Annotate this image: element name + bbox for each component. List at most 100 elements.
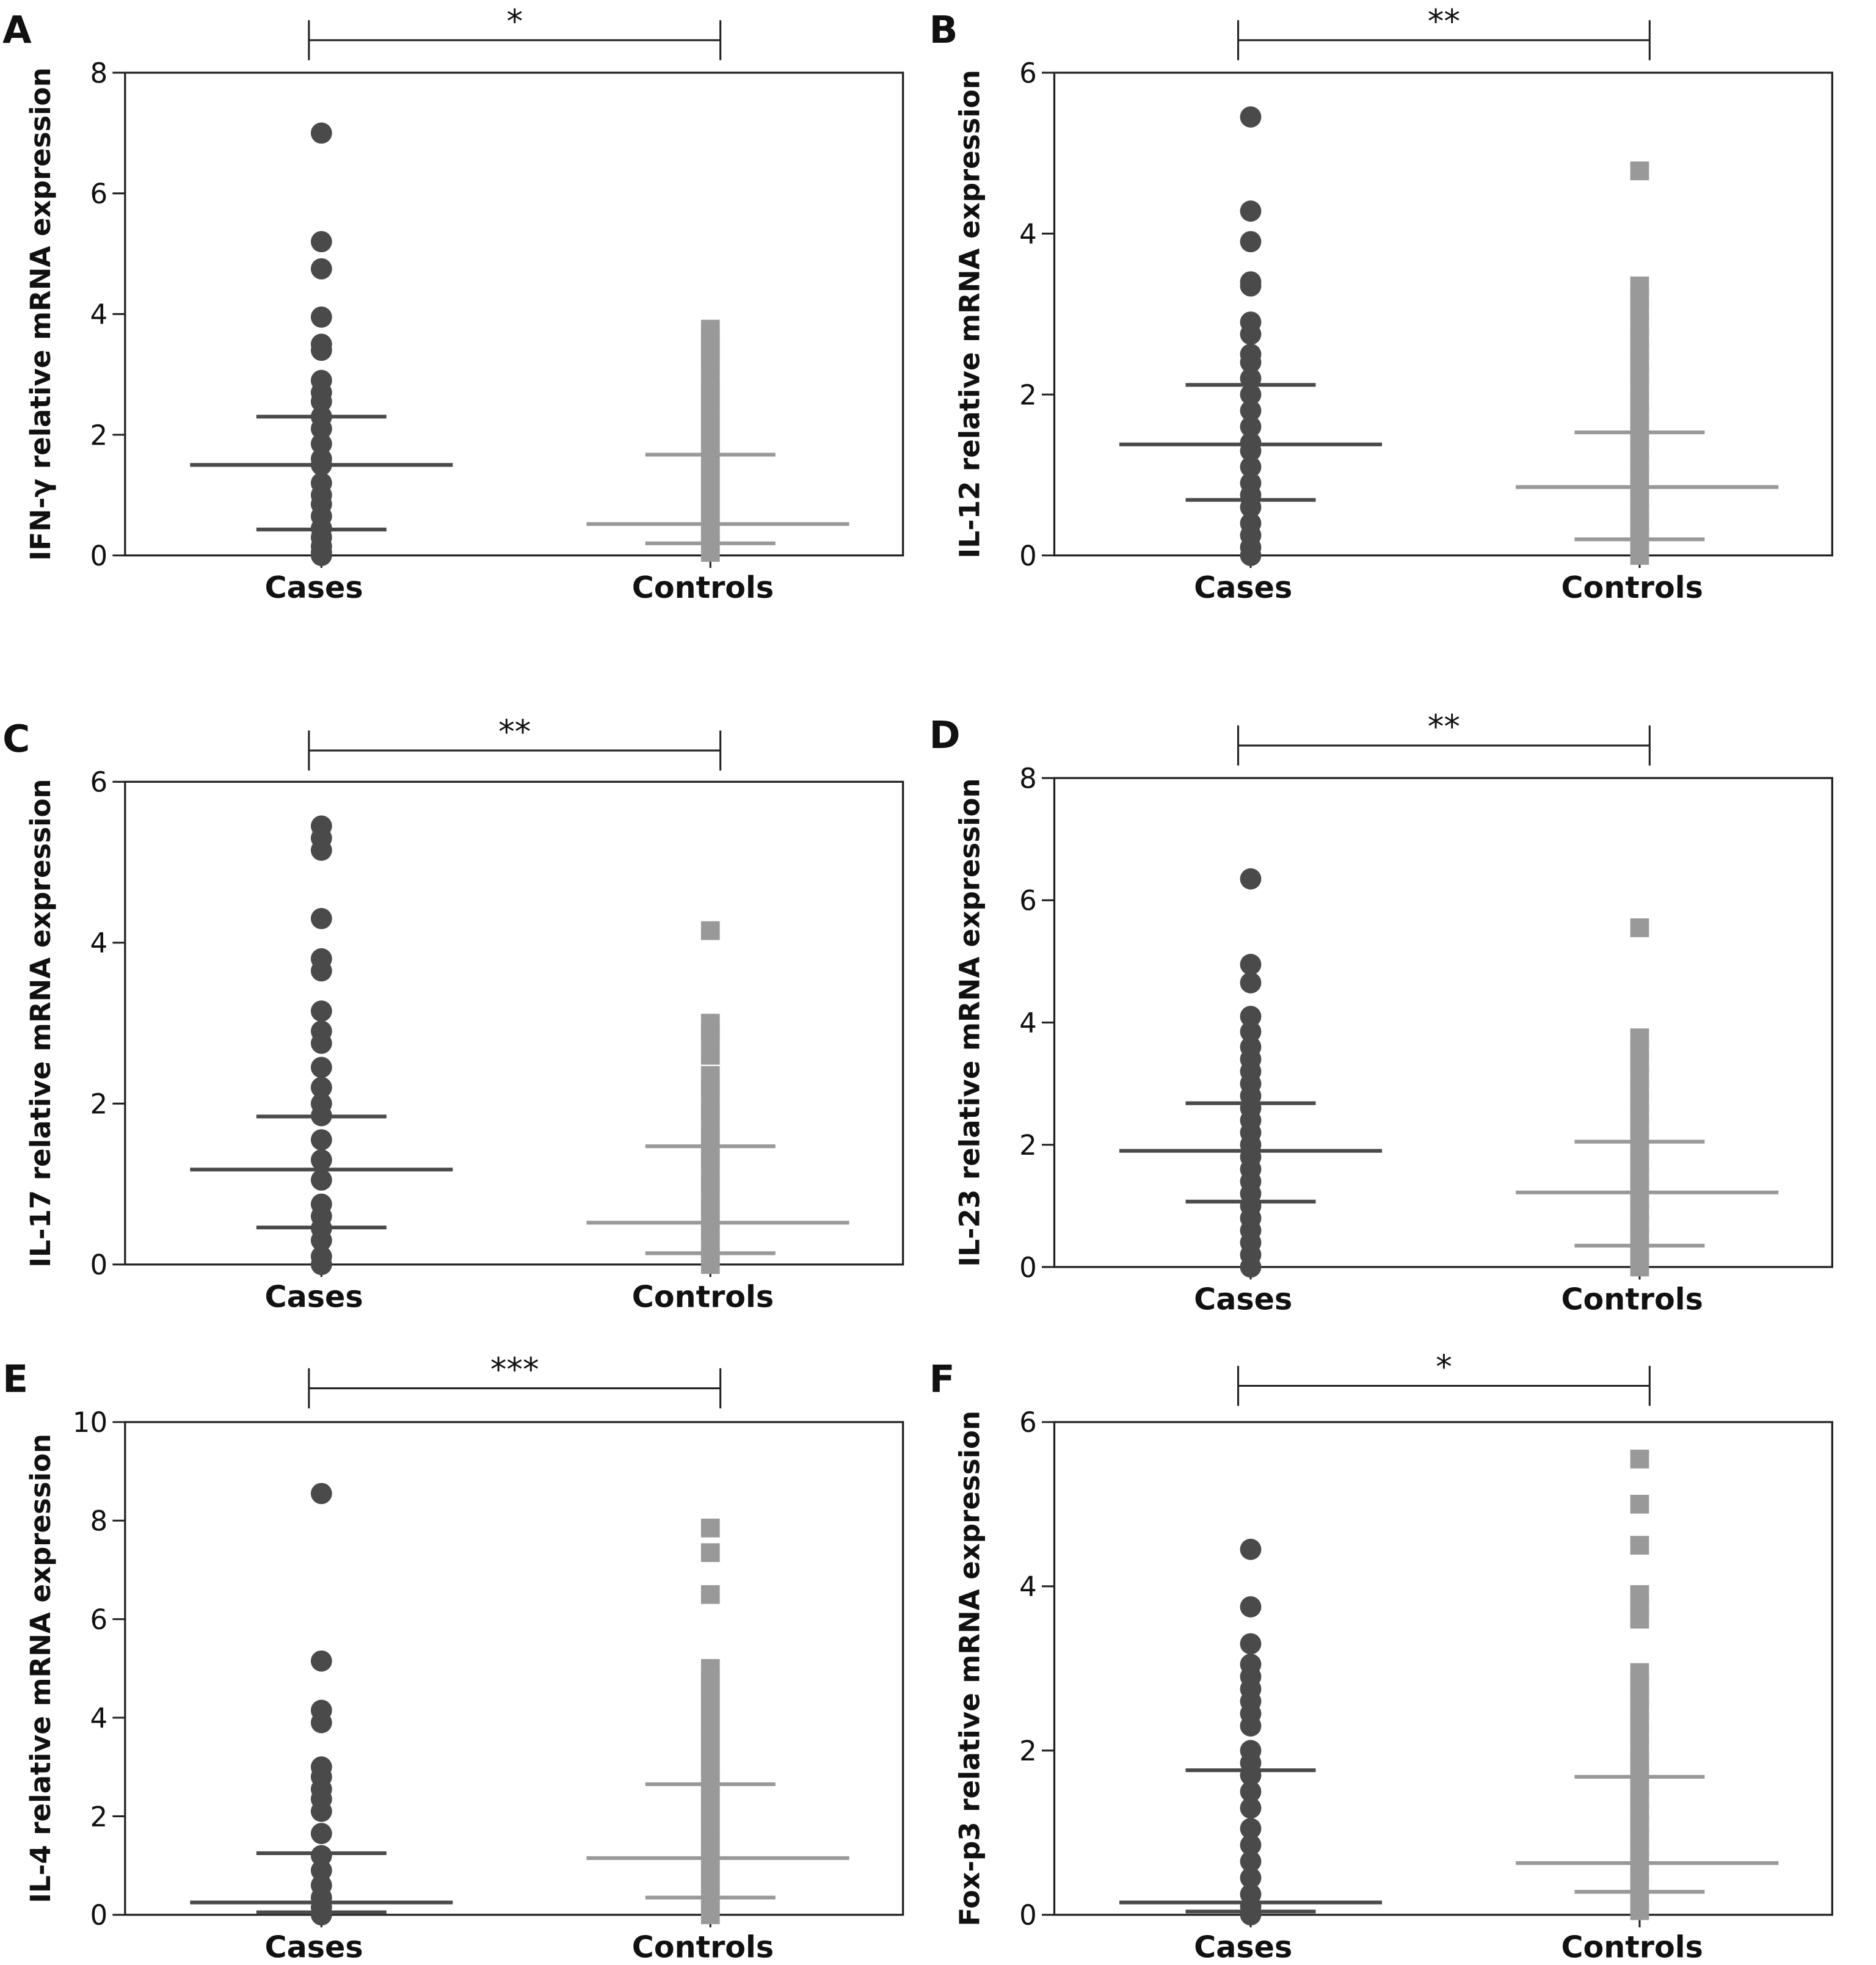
data-point	[310, 1904, 332, 1926]
data-point	[1240, 1538, 1262, 1560]
data-point	[1240, 1596, 1262, 1618]
data-point	[310, 907, 332, 929]
data-point	[1240, 1818, 1262, 1839]
significance-bracket	[1237, 725, 1651, 766]
y-tick-label: 6	[1019, 885, 1037, 917]
data-point	[310, 231, 332, 253]
data-point	[700, 1045, 720, 1065]
x-tick-label: Cases	[265, 1279, 363, 1314]
panel-label: C	[2, 717, 30, 761]
x-tick-label: Cases	[265, 1929, 363, 1964]
y-tick-label: 4	[90, 927, 107, 959]
y-tick-label: 8	[1019, 763, 1037, 795]
plot-frame	[1053, 1421, 1833, 1916]
data-point	[310, 1712, 332, 1734]
y-axis-label: IL-23 relative mRNA expression	[954, 778, 986, 1266]
data-point	[1240, 1797, 1262, 1819]
x-tick-label: Controls	[1561, 1929, 1703, 1964]
data-point	[1630, 161, 1649, 181]
panel-e: E 0 2 4 6 8 10 IL-4 relative mRNA expression Cas…	[2, 1351, 904, 1964]
panel-a: A 0 2 4 6 8 IFN-γ relative mRNA expression Case…	[2, 3, 904, 605]
y-tick-label: 0	[90, 1899, 107, 1931]
y-tick-label: 0	[1019, 540, 1037, 572]
panel-b: B 0 2 4 6 IL-12 relative mRNA expression Cases…	[929, 3, 1833, 605]
y-tick-label: 6	[90, 1604, 107, 1636]
series-cases	[190, 815, 453, 1276]
y-tick-label: 0	[90, 1249, 107, 1281]
data-point	[1630, 1257, 1649, 1277]
data-point	[310, 1650, 332, 1672]
data-point	[310, 1800, 332, 1822]
data-point	[1630, 1536, 1649, 1555]
data-point	[310, 1033, 332, 1054]
data-point	[700, 1518, 720, 1538]
y-axis-label: IL-12 relative mRNA expression	[954, 70, 986, 558]
series-controls	[1516, 918, 1779, 1277]
y-tick-label: 2	[1019, 1129, 1037, 1161]
data-point	[310, 1149, 332, 1171]
panel-label: F	[929, 1358, 955, 1401]
y-tick-label: 0	[1019, 1899, 1037, 1931]
data-point	[700, 1543, 720, 1563]
data-point	[310, 545, 332, 567]
data-point	[310, 1845, 332, 1867]
significance-bracket	[308, 20, 722, 60]
data-point	[1630, 377, 1649, 396]
series-controls	[586, 921, 849, 1274]
data-point	[310, 306, 332, 328]
y-tick-label: 2	[90, 1801, 107, 1833]
series-controls	[1516, 161, 1779, 565]
significance-stars: *	[1436, 1348, 1452, 1386]
y-axis-label: IFN-γ relative mRNA expression	[24, 67, 57, 561]
y-axis-label: IL-4 relative mRNA expression	[24, 1434, 57, 1903]
data-point	[310, 1129, 332, 1151]
x-tick-label: Cases	[1194, 1282, 1292, 1317]
data-point	[700, 921, 720, 940]
data-point	[700, 1905, 720, 1925]
significance-stars: **	[1428, 708, 1460, 746]
data-point	[1240, 383, 1262, 405]
data-point	[1240, 1781, 1262, 1803]
data-point	[700, 1585, 720, 1604]
y-tick-label: 4	[90, 1702, 107, 1734]
data-point	[1240, 868, 1262, 890]
x-tick-label: Controls	[1561, 1282, 1703, 1317]
y-tick-label: 2	[1019, 379, 1037, 411]
x-tick-label: Controls	[1561, 570, 1703, 605]
y-tick-label: 4	[90, 299, 107, 331]
data-point	[310, 1000, 332, 1022]
data-point	[310, 1254, 332, 1276]
data-point	[310, 1229, 332, 1251]
panel-label: A	[2, 9, 32, 52]
data-point	[1240, 231, 1262, 253]
data-point	[310, 258, 332, 280]
data-point	[310, 122, 332, 144]
data-point	[1240, 1006, 1262, 1027]
data-point	[1240, 1867, 1262, 1889]
data-point	[1240, 496, 1262, 518]
data-point	[1630, 300, 1649, 320]
y-tick-label: 10	[73, 1406, 107, 1439]
data-point	[1240, 1256, 1262, 1278]
data-point	[1240, 400, 1262, 421]
data-point	[1630, 1724, 1649, 1744]
data-point	[310, 340, 332, 361]
data-point	[1630, 546, 1649, 565]
data-point	[700, 543, 720, 562]
y-tick-label: 6	[1019, 1406, 1037, 1439]
data-point	[310, 960, 332, 982]
y-tick-label: 6	[90, 178, 107, 210]
series-cases	[1119, 1538, 1383, 1926]
x-tick-label: Cases	[265, 570, 363, 605]
significance-bracket	[308, 730, 722, 771]
data-point	[1630, 1494, 1649, 1514]
data-point	[1240, 1850, 1262, 1872]
data-point	[1240, 416, 1262, 438]
panel-c: C 0 2 4 6 IL-17 relative mRNA expression Cases…	[2, 713, 904, 1314]
panel-label: B	[929, 9, 958, 52]
series-controls	[586, 1518, 849, 1925]
data-point	[1240, 1633, 1262, 1655]
y-tick-label: 2	[90, 419, 107, 451]
series-cases	[190, 1483, 453, 1926]
data-point	[310, 1077, 332, 1099]
